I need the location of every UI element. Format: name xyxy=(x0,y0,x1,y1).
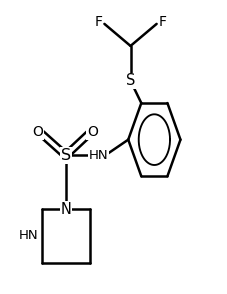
Text: N: N xyxy=(60,202,71,217)
Text: O: O xyxy=(87,125,98,139)
Text: S: S xyxy=(126,73,135,88)
Text: HN: HN xyxy=(18,229,38,243)
Text: F: F xyxy=(95,15,103,29)
Text: HN: HN xyxy=(89,149,109,162)
Text: O: O xyxy=(32,125,43,139)
Text: S: S xyxy=(61,148,71,163)
Text: F: F xyxy=(159,15,167,29)
